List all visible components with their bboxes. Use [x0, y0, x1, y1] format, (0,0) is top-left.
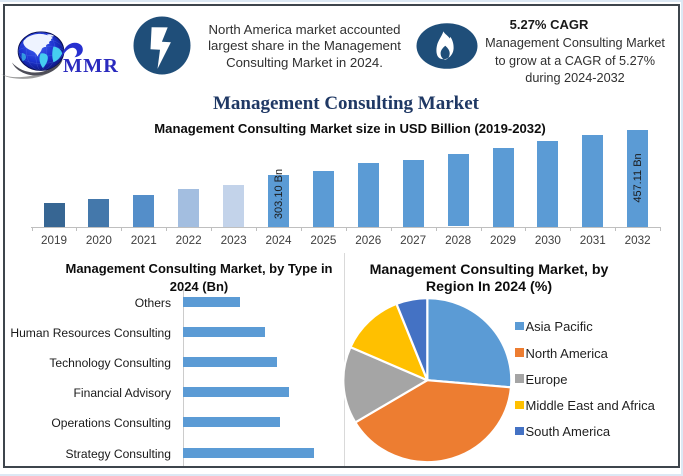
svg-text:MMR: MMR — [63, 55, 119, 77]
